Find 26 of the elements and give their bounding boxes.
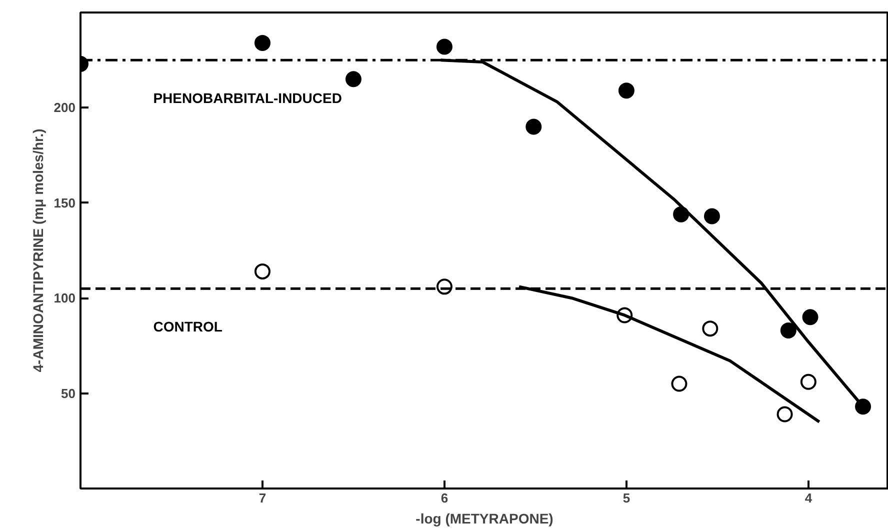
point (618, 82, 634, 99)
point (526, 118, 542, 135)
y-tick-label: 100 (54, 290, 76, 306)
point (702, 320, 718, 337)
ref-line-label: CONTROL (153, 318, 223, 335)
x-tick-label: 4 (804, 490, 813, 506)
y-axis-title: 4-AMINOANTIPYRINE (mμ moles/hr.) (30, 128, 46, 372)
y-tick-label: 150 (54, 195, 76, 210)
point (254, 34, 270, 51)
point (802, 309, 818, 326)
point (345, 71, 362, 88)
x-tick-label: 6 (440, 490, 448, 506)
x-tick-label: 5 (622, 490, 630, 506)
y-tick-label: 200 (54, 100, 76, 116)
point (780, 322, 796, 338)
point (800, 374, 816, 390)
point (776, 406, 793, 422)
point (254, 263, 270, 280)
ref-line-label: PHENOBARBITAL-INDUCED (153, 90, 342, 106)
y-tick-label: 50 (61, 386, 76, 401)
point (671, 376, 688, 392)
x-tick-label: 7 (258, 490, 266, 506)
point (855, 398, 872, 415)
point (704, 208, 720, 224)
x-axis-title: -log (METYRAPONE) (416, 510, 554, 526)
point (436, 38, 452, 55)
